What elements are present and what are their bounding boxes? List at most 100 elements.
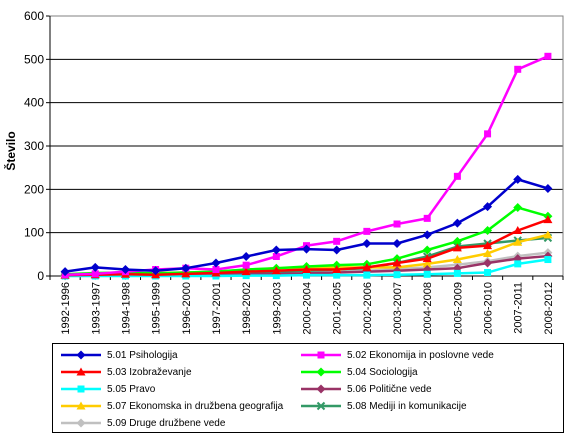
y-tick-label: 500: [24, 52, 44, 66]
series-line: [65, 55, 549, 276]
data-point: [543, 230, 553, 239]
data-point: [513, 174, 523, 184]
data-point: [422, 230, 432, 240]
y-tick-label: 600: [24, 9, 44, 23]
legend-item: 5.05 Pravo: [59, 381, 155, 397]
x-tick-label: 1999-2003: [271, 282, 283, 335]
x-tick-label: 2006-2010: [483, 282, 495, 335]
legend-item: 5.06 Politične vede: [299, 381, 432, 397]
data-point: [302, 265, 311, 273]
data-point: [423, 214, 431, 222]
data-point: [513, 203, 523, 213]
legend-swatch: [61, 385, 101, 393]
data-point: [211, 258, 221, 268]
data-point: [363, 227, 371, 235]
data-point: [241, 252, 251, 261]
data-point: [544, 256, 552, 264]
data-point: [452, 243, 462, 252]
y-tick-label: 0: [37, 269, 44, 283]
data-point: [333, 237, 341, 245]
legend-marker: [77, 385, 85, 393]
legend: 5.01 Psihologija 5.02 Ekonomija in poslov…: [52, 343, 564, 433]
legend-label: 5.09 Druge družbene vede: [107, 417, 226, 429]
legend-marker: [76, 350, 86, 360]
legend-marker: [76, 367, 86, 376]
data-point: [363, 271, 371, 279]
legend-marker: [316, 367, 326, 377]
data-point: [452, 218, 462, 228]
data-point: [60, 267, 70, 277]
legend-item: 5.02 Ekonomija in poslovne vede: [299, 347, 494, 363]
data-point: [303, 271, 310, 279]
data-point: [452, 255, 462, 264]
data-point: [514, 65, 522, 73]
x-tick-label: 2002-2006: [362, 282, 374, 335]
legend-label: 5.02 Ekonomija in poslovne vede: [347, 349, 494, 361]
legend-marker: [316, 384, 326, 394]
legend-marker: [316, 401, 326, 411]
data-point: [422, 259, 432, 268]
series-1: [60, 174, 553, 277]
x-tick-label: 2004-2008: [422, 282, 434, 335]
data-point: [543, 215, 553, 224]
data-point: [514, 260, 522, 268]
y-tick-label: 400: [24, 96, 44, 110]
data-point: [483, 258, 493, 268]
legend-label: 5.05 Pravo: [107, 383, 156, 395]
data-point: [332, 265, 342, 273]
legend-swatch: [61, 401, 101, 410]
legend-marker: [76, 418, 86, 428]
data-point: [362, 262, 372, 271]
data-point: [362, 239, 372, 248]
legend-item: 5.09 Druge družbene vede: [59, 415, 225, 431]
x-tick-label: 1994-1998: [120, 282, 132, 335]
data-point: [242, 272, 250, 280]
data-point: [513, 226, 523, 234]
data-point: [484, 269, 492, 277]
legend-swatch: [61, 367, 101, 376]
data-point: [483, 241, 493, 250]
data-point: [453, 269, 461, 277]
legend-item: 5.03 Izobraževanje: [59, 364, 192, 380]
data-point: [423, 270, 431, 278]
data-point: [120, 265, 130, 274]
legend-item: 5.01 Psihologija: [59, 347, 178, 363]
x-tick-label: 1993-1997: [90, 282, 102, 335]
series-lines: [60, 52, 553, 281]
legend-label: 5.06 Politične vede: [347, 383, 432, 395]
data-point: [91, 270, 99, 278]
series-line: [64, 178, 549, 273]
data-point: [302, 244, 311, 254]
y-tick-label: 200: [24, 182, 44, 196]
data-point: [422, 254, 432, 263]
y-tick-label: 300: [24, 139, 44, 153]
legend-swatch: [301, 351, 341, 359]
data-point: [272, 272, 280, 280]
data-point: [544, 52, 552, 60]
data-point: [392, 258, 402, 267]
data-point: [271, 266, 281, 275]
legend-item: 5.07 Ekonomska in družbena geografija: [59, 398, 283, 414]
axes: 0 100 200 300 400 500 600 1992-1996 1993-1997 199…: [24, 9, 564, 335]
data-point: [212, 266, 220, 273]
x-tick-label: 2007-2011: [513, 282, 525, 334]
data-point: [272, 253, 280, 260]
data-point: [90, 262, 100, 272]
data-point: [483, 202, 493, 212]
data-point: [271, 245, 281, 255]
gridlines: [50, 15, 563, 277]
data-point: [393, 271, 401, 279]
legend-label: 5.03 Izobraževanje: [107, 366, 192, 378]
legend-item: 5.04 Sociologija: [299, 364, 418, 380]
legend-label: 5.04 Sociologija: [347, 366, 418, 378]
data-point: [392, 239, 402, 248]
data-point: [242, 261, 250, 269]
data-point: [452, 236, 462, 246]
data-point: [422, 245, 432, 255]
y-axis-title: Število: [3, 131, 18, 170]
x-tick-label: 2000-2004: [302, 282, 314, 335]
legend-swatch: [301, 367, 341, 377]
legend-label: 5.08 Mediji in komunikacije: [347, 400, 467, 412]
x-tick-label: 2008-2012: [543, 282, 555, 335]
